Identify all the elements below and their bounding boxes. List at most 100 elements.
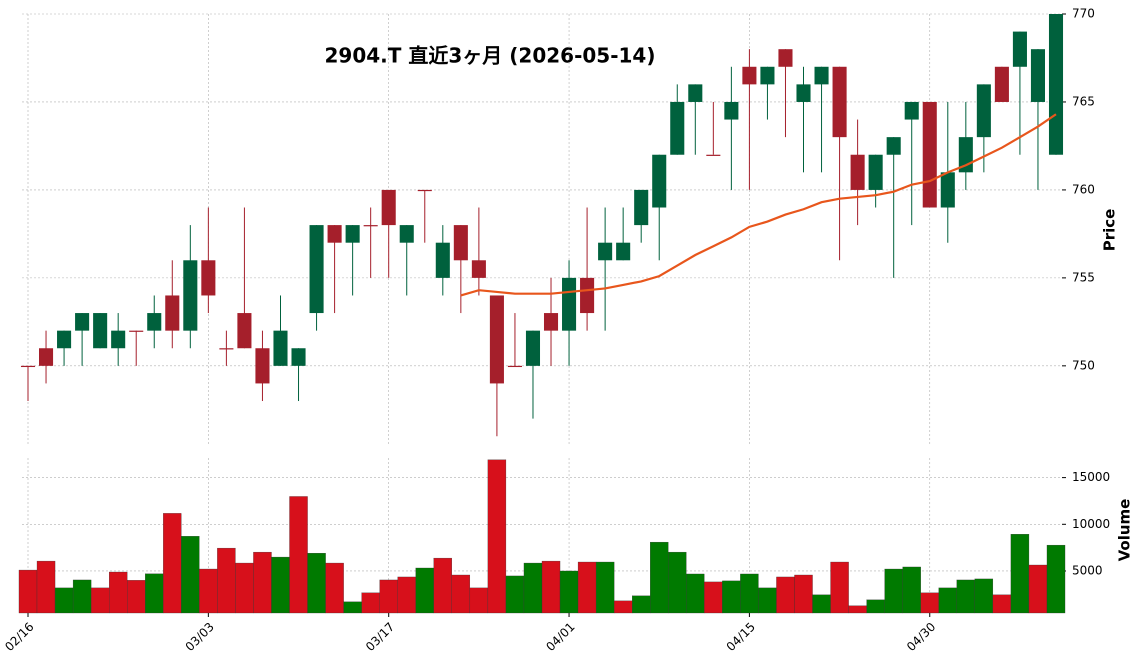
volume-bar <box>325 562 344 614</box>
volume-bar <box>145 573 164 614</box>
volume-bar <box>956 579 975 614</box>
chart-title: 2904.T 直近3ヶ月 (2026-05-14) <box>325 44 656 68</box>
candle-body <box>417 189 432 192</box>
candle-body <box>598 242 613 261</box>
candle-body <box>291 348 306 366</box>
candle-body <box>994 66 1009 102</box>
volume-axis-label: Volume <box>1116 499 1134 562</box>
volume-bar <box>361 592 380 614</box>
candle-body <box>471 260 486 278</box>
candle-body <box>75 313 90 331</box>
volume-bar <box>469 587 489 614</box>
volume-bar <box>974 578 994 614</box>
volume-bar <box>794 574 813 614</box>
volume-bar <box>181 536 200 614</box>
volume-bar <box>848 605 867 614</box>
volume-bar <box>704 581 723 614</box>
volume-bar <box>740 573 759 614</box>
candle-body <box>489 295 504 384</box>
volume-bar <box>920 592 939 614</box>
candle-body <box>381 189 396 226</box>
candle-body <box>562 277 577 331</box>
y-tick-label: 760 <box>1072 182 1095 196</box>
volume-bar <box>812 594 831 614</box>
candle-body <box>237 313 252 349</box>
volume-bar <box>163 513 182 614</box>
moving-average-line <box>460 113 1057 297</box>
candle-body <box>652 154 667 208</box>
volume-bar <box>1010 534 1030 614</box>
volume-bar <box>776 576 795 614</box>
y-tick-label: 5000 <box>1072 563 1103 577</box>
volume-bar <box>487 459 507 614</box>
candle-body <box>309 225 324 314</box>
volume-bar <box>397 576 416 614</box>
volume-bar <box>18 569 38 614</box>
candle-body <box>543 313 559 331</box>
candle-body <box>435 242 450 278</box>
candle-body <box>1030 49 1045 102</box>
candle-body <box>688 84 703 102</box>
candle-body <box>255 348 270 384</box>
x-tick-label: 04/30 <box>904 620 938 654</box>
volume-bar <box>722 580 741 614</box>
volume-bar <box>686 573 705 614</box>
candle-body <box>832 66 847 138</box>
volume-bar <box>650 541 669 614</box>
candle-body <box>183 260 198 331</box>
candle-body <box>904 101 919 120</box>
candle-body <box>886 137 901 155</box>
candle-body <box>39 348 54 366</box>
candle-body <box>616 242 631 261</box>
volume-bar <box>559 570 579 614</box>
volume-bar <box>72 579 92 614</box>
volume-bar <box>199 568 218 614</box>
volume-bar <box>415 567 434 614</box>
volume-bar <box>523 562 543 614</box>
candle-body <box>796 84 811 102</box>
volume-bar <box>938 587 957 614</box>
y-tick-label: 10000 <box>1072 517 1110 531</box>
candle-body <box>850 154 865 190</box>
y-tick-label: 755 <box>1072 270 1095 284</box>
x-tick-label: 03/17 <box>363 620 397 654</box>
candle-body <box>147 313 162 331</box>
volume-bar <box>1046 544 1066 614</box>
volume-bar <box>90 587 110 614</box>
volume-bar <box>379 579 398 614</box>
candle-body <box>778 49 793 67</box>
x-tick-label: 04/15 <box>724 620 758 654</box>
candle-body <box>940 172 955 208</box>
candle-body <box>165 295 180 331</box>
volume-bar <box>235 562 254 614</box>
x-tick-label: 04/01 <box>543 620 577 654</box>
candle-body <box>327 225 342 243</box>
candle-body <box>724 101 739 120</box>
y-tick-label: 770 <box>1072 7 1095 21</box>
candle-body <box>273 330 288 366</box>
y-tick-label: 765 <box>1072 94 1095 108</box>
volume-bar <box>253 551 272 614</box>
volume-bar <box>541 560 561 614</box>
candle-body <box>1048 14 1064 155</box>
volume-bar <box>902 566 921 614</box>
volume-bar <box>343 601 362 614</box>
candle-body <box>706 154 721 156</box>
candle-body <box>507 365 522 368</box>
candle-body <box>868 154 883 190</box>
volume-bar <box>289 496 308 614</box>
candle-body <box>670 101 685 155</box>
volume-bar <box>992 594 1012 614</box>
volume-bar <box>632 595 651 614</box>
volume-bar <box>1028 564 1048 614</box>
volume-bar <box>217 547 236 614</box>
candle-body <box>742 66 757 85</box>
x-tick-label: 02/16 <box>2 620 36 654</box>
candle-body <box>525 330 541 366</box>
volume-bar <box>668 551 687 614</box>
candle-body <box>363 225 378 227</box>
volume-bar <box>307 552 326 614</box>
candle-body <box>219 348 234 350</box>
